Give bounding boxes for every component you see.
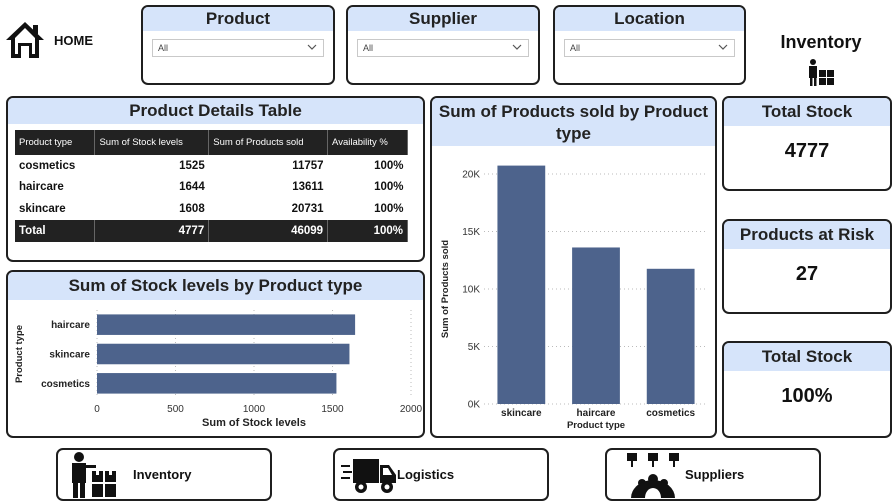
inventory-worker-icon (72, 452, 116, 498)
location-slicer: Location All (553, 5, 746, 85)
table-cell: 100% (374, 181, 404, 194)
chevron-down-icon (307, 44, 317, 50)
table-cell: 1644 (179, 181, 205, 194)
table-cell: 1608 (179, 202, 205, 215)
y-tick-label: 10K (462, 285, 480, 296)
logistics-nav-button[interactable]: Logistics (333, 448, 549, 501)
location-slicer-title: Location (555, 7, 744, 31)
suppliers-nav-label: Suppliers (685, 467, 745, 482)
logistics-nav-label: Logistics (397, 467, 455, 482)
column-header[interactable]: Availability % (327, 130, 408, 155)
products-sold-chart-card: Sum of Products sold by Product type 0K 5… (430, 96, 717, 438)
y-tick-label: 20K (462, 170, 480, 181)
table-cell: 100% (374, 159, 404, 172)
kpi-card-availability: Total Stock 100% (722, 341, 892, 438)
table-cell: 46099 (208, 219, 329, 242)
product-slicer: Product All (141, 5, 335, 85)
stock-levels-chart: 0 500 1000 1500 2000 haircare skincare cosmetic… (14, 310, 422, 429)
column-header[interactable]: Product type (15, 130, 96, 155)
supplier-dropdown-value: All (363, 43, 374, 53)
bar[interactable] (97, 314, 356, 335)
table-row[interactable]: haircare 1644 13611 100% (15, 177, 408, 199)
page-title: Inventory (780, 32, 862, 52)
table-cell: haircare (19, 181, 64, 194)
x-tick-label: 2000 (400, 404, 422, 415)
y-axis-title: Sum of Products sold (440, 240, 451, 338)
inventory-icon (809, 59, 834, 86)
x-axis-title: Sum of Stock levels (202, 417, 306, 429)
x-tick-label: 1500 (321, 404, 344, 415)
location-dropdown-value: All (570, 43, 581, 53)
supplier-slicer-title: Supplier (348, 7, 538, 31)
product-dropdown[interactable]: All (152, 39, 324, 57)
stock-levels-chart-card: Sum of Stock levels by Product type 0 500… (6, 270, 425, 438)
y-tick-label: 15K (462, 227, 480, 238)
location-dropdown[interactable]: All (564, 39, 735, 57)
chevron-down-icon (512, 44, 522, 50)
column-header[interactable]: Sum of Stock levels (94, 130, 210, 155)
delivery-truck-icon (341, 459, 396, 493)
column-header[interactable]: Sum of Products sold (208, 130, 329, 155)
chevron-down-icon (718, 44, 728, 50)
table-cell: skincare (19, 202, 66, 215)
bar[interactable] (497, 165, 546, 404)
stock-levels-chart-title: Sum of Stock levels by Product type (8, 272, 423, 300)
supplier-slicer: Supplier All (346, 5, 540, 85)
kpi-value: 27 (795, 263, 819, 285)
table-row[interactable]: skincare 1608 20731 100% (15, 198, 408, 220)
table-cell: 11757 (292, 159, 324, 172)
table-cell: 100% (374, 202, 404, 215)
kpi-card-total-stock: Total Stock 4777 (722, 96, 892, 191)
home-icon (6, 22, 44, 58)
bar[interactable] (97, 343, 350, 365)
table-cell: 20731 (291, 202, 324, 215)
products-sold-chart-title: Sum of Products sold by Product type (432, 98, 715, 146)
table-row[interactable]: cosmetics 1525 11757 100% (15, 155, 408, 177)
x-axis-title: Product type (567, 420, 625, 431)
table-cell: 1525 (179, 159, 205, 172)
x-tick-label: 1000 (243, 404, 266, 415)
inventory-nav-label: Inventory (133, 467, 192, 482)
y-tick-label: 0K (468, 400, 481, 411)
table-cell: 100% (327, 219, 408, 242)
bar[interactable] (572, 247, 620, 404)
product-details-card: Product Details Table Product type Sum o… (6, 96, 425, 262)
category-label: haircare (577, 408, 616, 419)
y-tick-label: 5K (468, 342, 481, 353)
kpi-card-products-at-risk: Products at Risk 27 (722, 219, 892, 314)
home-label: HOME (54, 32, 93, 48)
table-total-row: Total 4777 46099 100% (15, 219, 408, 242)
suppliers-nav-button[interactable]: Suppliers (605, 448, 821, 501)
table-cell: Total (15, 219, 96, 242)
kpi-value: 100% (781, 385, 833, 407)
home-button[interactable]: HOME (4, 18, 114, 62)
product-dropdown-value: All (158, 43, 169, 53)
category-label: haircare (51, 320, 90, 331)
product-details-title: Product Details Table (8, 98, 423, 124)
supplier-dropdown[interactable]: All (357, 39, 529, 57)
inventory-nav-button[interactable]: Inventory (56, 448, 272, 501)
category-label: skincare (49, 350, 90, 361)
category-label: skincare (501, 408, 542, 419)
table-cell: 4777 (94, 219, 210, 242)
y-axis-title: Product type (14, 325, 25, 383)
kpi-title: Products at Risk (724, 221, 890, 249)
kpi-title: Total Stock (724, 98, 890, 126)
x-tick-label: 0 (94, 404, 100, 415)
x-tick-label: 500 (167, 404, 184, 415)
kpi-value: 4777 (784, 140, 830, 162)
category-label: cosmetics (646, 408, 695, 419)
table-header-row: Product type Sum of Stock levels Sum of … (15, 130, 408, 155)
products-sold-chart: 0K 5K 10K 15K 20K skincare haircare cosmetics Pr… (440, 165, 708, 431)
bar[interactable] (646, 268, 695, 404)
kpi-title: Total Stock (724, 343, 890, 371)
product-slicer-title: Product (143, 7, 333, 31)
category-label: cosmetics (41, 379, 90, 390)
bar[interactable] (97, 373, 337, 394)
supplier-network-icon (627, 453, 679, 498)
table-cell: cosmetics (19, 159, 76, 172)
table-cell: 13611 (292, 181, 324, 194)
product-details-table: Product type Sum of Stock levels Sum of … (15, 130, 408, 242)
